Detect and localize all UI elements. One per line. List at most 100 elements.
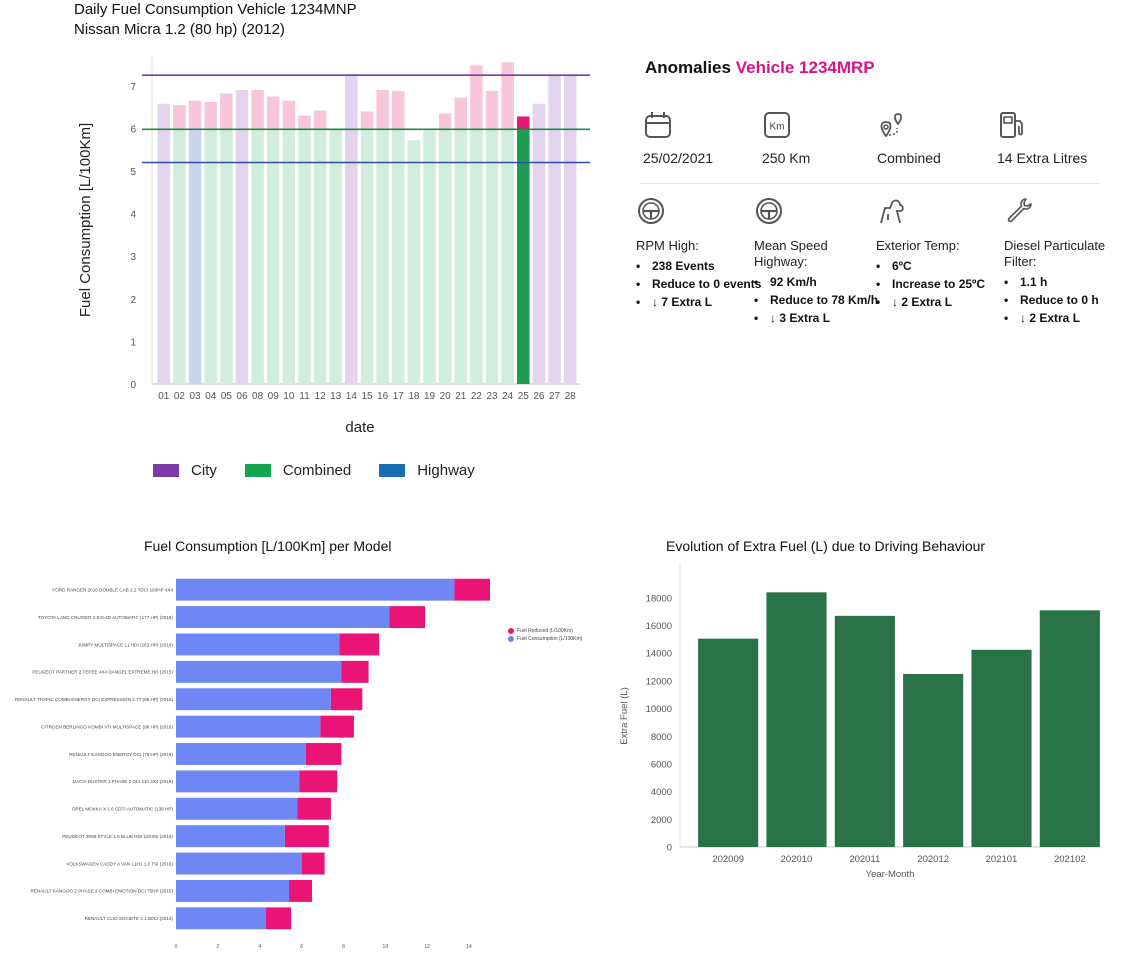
bar-16 xyxy=(376,129,389,384)
model-bar-consumption xyxy=(176,770,300,793)
model-bar-reduced xyxy=(289,879,313,902)
evolution-bar-202009 xyxy=(698,638,759,847)
y-tick-label: 6000 xyxy=(651,759,672,770)
model-category-label: PEUGEOT 3008 STYLE 1.6 BLUE HDI 120 EE (… xyxy=(62,834,173,839)
legend-item-combined[interactable]: Combined xyxy=(244,462,351,479)
svg-text:Km: Km xyxy=(770,122,785,133)
daily-chart-legend: City Combined Highway xyxy=(153,462,475,479)
x-tick-label: 11 xyxy=(299,391,310,402)
bar-10 xyxy=(282,129,296,384)
evolution-bar-202012 xyxy=(903,673,964,847)
x-tick-label: 0 xyxy=(175,944,178,950)
evolution-chart-title: Evolution of Extra Fuel (L) due to Drivi… xyxy=(666,538,986,554)
stat-date-value: 25/02/2021 xyxy=(643,150,714,166)
x-tick-label: 202101 xyxy=(986,854,1018,865)
x-axis-title: Year-Month xyxy=(866,869,915,880)
x-tick-label: 202011 xyxy=(849,854,880,865)
y-tick-label: 3 xyxy=(130,252,136,263)
x-tick-label: 202012 xyxy=(917,854,949,865)
model-bar-consumption xyxy=(176,688,331,711)
x-tick-label: 16 xyxy=(377,391,389,402)
factor-exterior-temp-bullet: 6ºC xyxy=(876,258,1004,274)
model-category-label: RENAULT KANGOO ENERGY DCI (75 HP) (2018) xyxy=(69,752,173,757)
model-bar-consumption xyxy=(176,606,390,629)
factor-mean-speed-bullets: 92 Km/h Reduce to 78 Km/h ↓ 3 Extra L xyxy=(754,274,882,326)
factor-exterior-temp-bullet: Increase to 25ºC xyxy=(876,276,1004,292)
bar-05 xyxy=(220,129,233,384)
bar-24 xyxy=(501,129,514,384)
bar-14 xyxy=(345,129,358,384)
model-bar-consumption xyxy=(176,797,298,820)
bar-excess-22 xyxy=(470,65,483,130)
legend-item-highway[interactable]: Highway xyxy=(379,462,475,479)
model-chart-legend: Fuel Reduced (L/100Km) Fuel Consumption … xyxy=(508,628,582,644)
x-tick-label: 26 xyxy=(533,391,545,402)
model-bar-consumption xyxy=(176,633,340,656)
legend-item-fuel-reduced[interactable]: Fuel Reduced (L/100Km) xyxy=(508,628,582,634)
weather-icon xyxy=(880,199,904,224)
model-category-label: FORD RANGER 2016 DOUBLE CAB 2.2 TDCI 160… xyxy=(52,587,173,592)
factor-rpm: RPM High: 238 Events Reduce to 0 events … xyxy=(636,196,764,312)
x-tick-label: 14 xyxy=(466,944,472,950)
x-tick-label: 14 xyxy=(346,391,358,402)
model-bar-consumption xyxy=(176,715,321,738)
evolution-bar-202010 xyxy=(766,592,827,847)
bar-excess-12 xyxy=(313,110,327,130)
bar-03 xyxy=(188,129,202,384)
x-tick-label: 2 xyxy=(216,944,219,950)
legend-dot-fuel-consumption xyxy=(508,636,514,642)
factor-mean-speed-heading: Mean Speed Highway: xyxy=(754,238,828,269)
model-category-label: RENAULT TRAFIC COMBI ENERGY DCI EXPRESSI… xyxy=(15,697,174,702)
bar-11 xyxy=(298,129,311,384)
model-bar-reduced xyxy=(305,743,342,765)
model-bar-reduced xyxy=(266,907,292,930)
legend-dot-fuel-reduced xyxy=(508,628,514,634)
anomalies-title-prefix: Anomalies xyxy=(645,58,731,77)
x-tick-label: 202009 xyxy=(712,854,744,865)
model-bar-reduced xyxy=(320,715,354,738)
evolution-bar-202101 xyxy=(971,649,1032,847)
model-bar-reduced xyxy=(339,633,380,656)
bar-06 xyxy=(235,129,249,384)
y-tick-label: 2000 xyxy=(651,815,672,826)
factor-mean-speed-bullet: Reduce to 78 Km/h xyxy=(754,292,882,308)
steering-wheel-icon xyxy=(638,198,664,224)
bar-18 xyxy=(407,140,421,384)
bar-excess-03 xyxy=(188,100,202,130)
legend-item-city[interactable]: City xyxy=(153,462,217,479)
stat-extra-litres-value: 14 Extra Litres xyxy=(997,150,1088,166)
model-bar-consumption xyxy=(176,852,302,875)
x-tick-label: 12 xyxy=(424,944,430,950)
model-bar-consumption xyxy=(176,879,290,902)
factor-exterior-temp: Exterior Temp: 6ºC Increase to 25ºC ↓ 2 … xyxy=(876,196,1004,312)
y-tick-label: 14000 xyxy=(646,649,672,660)
steering-wheel-icon xyxy=(756,198,782,224)
bar-excess-23 xyxy=(485,90,499,130)
x-tick-label: 10 xyxy=(283,391,295,402)
factor-dpf-bullet: Reduce to 0 h xyxy=(1004,292,1134,308)
bar-19 xyxy=(423,130,436,384)
bar-08 xyxy=(251,129,264,384)
bar-04 xyxy=(204,129,217,384)
legend-item-fuel-consumption[interactable]: Fuel Consumption (L/100Km) xyxy=(508,636,582,642)
x-tick-label: 20 xyxy=(440,391,452,402)
model-bar-reduced xyxy=(330,688,363,711)
model-category-label: TOYOTA LAND CRUISER 2.8 D-4D AUTOMATIC (… xyxy=(38,615,174,620)
y-tick-label: 12000 xyxy=(646,676,672,687)
bar-excess-17 xyxy=(392,90,405,130)
y-tick-label: 4 xyxy=(130,210,136,221)
bar-01 xyxy=(157,129,171,384)
model-bar-reduced xyxy=(297,797,331,820)
factor-rpm-heading: RPM High: xyxy=(636,238,699,253)
anomalies-divider xyxy=(640,183,1100,184)
model-bar-consumption xyxy=(176,743,306,765)
x-tick-label: 6 xyxy=(300,944,303,950)
evolution-bar-202011 xyxy=(834,615,895,847)
legend-swatch-combined xyxy=(244,464,271,477)
bar-28 xyxy=(563,129,577,384)
x-tick-label: 09 xyxy=(268,391,280,402)
bar-excess-04 xyxy=(204,102,217,130)
factor-mean-speed-bullet: ↓ 3 Extra L xyxy=(754,310,882,326)
model-category-label: RENAULT CLIO SOCIETE 4 1.5DCI (2014) xyxy=(85,916,174,921)
x-tick-label: 202010 xyxy=(781,854,813,865)
